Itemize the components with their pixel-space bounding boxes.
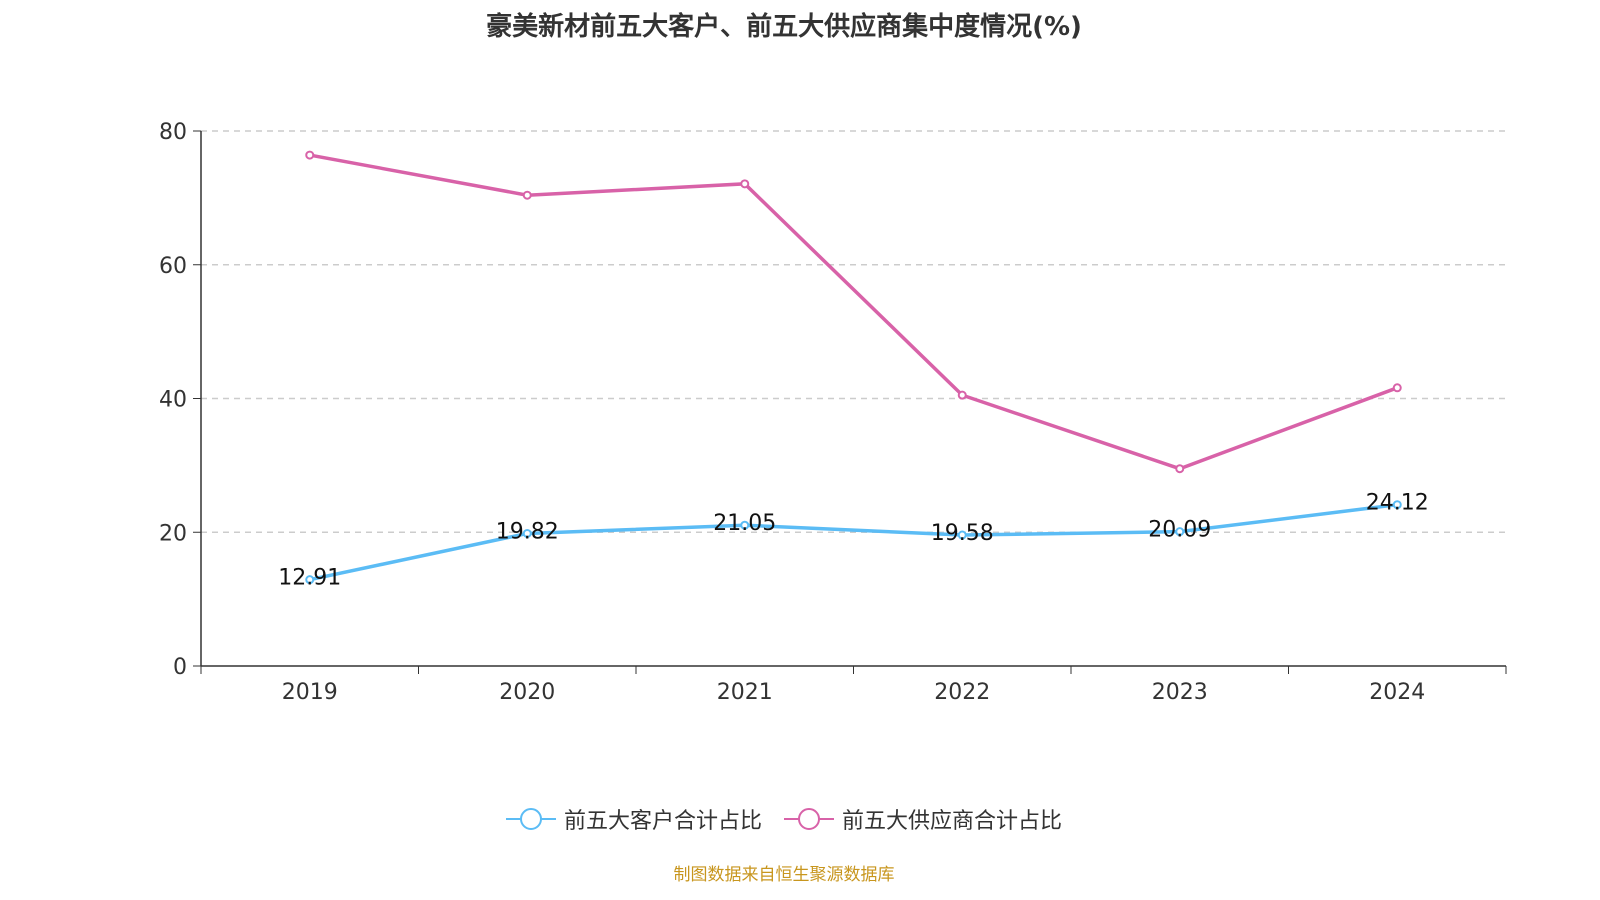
y-tick-label: 80 (159, 120, 187, 145)
data-point (522, 528, 532, 538)
legend-item[interactable]: 前五大客户合计占比 (505, 803, 762, 835)
legend-label: 前五大客户合计占比 (563, 809, 762, 834)
x-tick-label: 2022 (934, 680, 990, 705)
data-label: 24.12 (1366, 491, 1429, 516)
series-line (309, 153, 1398, 471)
y-tick-label: 20 (159, 521, 187, 546)
data-point (1392, 500, 1402, 510)
y-tick-label: 40 (159, 388, 187, 413)
data-point (957, 390, 967, 400)
data-point (522, 190, 532, 200)
data-point (740, 179, 750, 189)
y-tick-label: 0 (173, 655, 187, 680)
x-tick-label: 2019 (282, 680, 338, 705)
legend-marker-icon (505, 808, 556, 830)
data-point (1392, 383, 1402, 393)
legend-marker-icon (784, 808, 834, 830)
data-label: 21.05 (713, 511, 776, 536)
x-tick-label: 2020 (499, 680, 555, 705)
x-tick-label: 2024 (1369, 680, 1425, 705)
series-line (309, 502, 1398, 582)
x-tick-label: 2023 (1152, 680, 1208, 705)
data-point (1175, 464, 1185, 474)
data-label: 19.82 (496, 519, 559, 544)
legend-item[interactable]: 前五大供应商合计占比 (784, 803, 1062, 835)
data-label: 12.91 (278, 566, 341, 591)
data-point (1175, 527, 1185, 537)
legend-label: 前五大供应商合计占比 (842, 809, 1063, 834)
x-tick-label: 2021 (717, 680, 773, 705)
data-point (957, 530, 967, 540)
y-tick-label: 60 (159, 254, 187, 279)
data-point (305, 150, 315, 160)
legend: 前五大客户合计占比 前五大供应商合计占比 (0, 803, 1568, 835)
chart-title: 豪美新材前五大客户、前五大供应商集中度情况(%) (486, 12, 1082, 42)
data-point (740, 520, 750, 530)
data-point (305, 575, 315, 585)
data-label: 20.09 (1148, 518, 1211, 543)
data-label: 19.58 (931, 521, 994, 546)
source-note: 制图数据来自恒生聚源数据库 (673, 865, 895, 885)
